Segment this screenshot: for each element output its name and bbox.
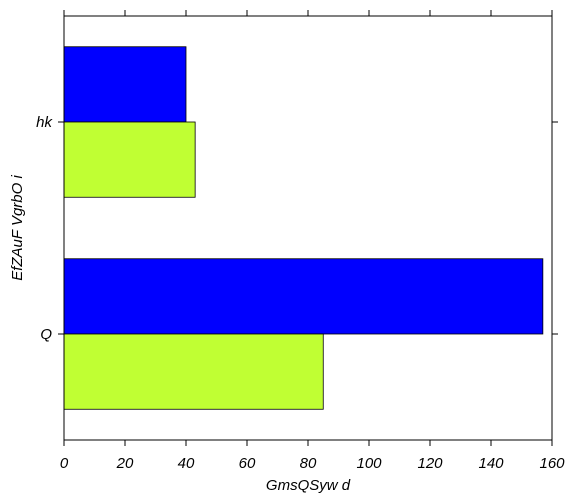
bar-hk-series-2 bbox=[63, 121, 196, 198]
bars-layer bbox=[63, 46, 544, 410]
x-tick-label: 100 bbox=[356, 455, 382, 472]
bar-Q-series-1 bbox=[63, 258, 544, 335]
y-tick-label: hk bbox=[36, 114, 53, 131]
bar-hk-series-1 bbox=[63, 46, 187, 123]
x-tick-label: 160 bbox=[539, 455, 565, 472]
y-axis-label: EfZAuF VgrbO i bbox=[9, 175, 26, 281]
x-tick-label: 0 bbox=[60, 455, 69, 472]
bar-Q-series-2 bbox=[63, 333, 324, 410]
y-tick-label: Q bbox=[40, 326, 52, 343]
x-tick-label: 140 bbox=[478, 455, 504, 472]
x-tick-label: 40 bbox=[178, 455, 195, 472]
x-tick-label: 20 bbox=[116, 455, 134, 472]
x-tick-label: 120 bbox=[417, 455, 443, 472]
x-tick-label: 80 bbox=[300, 455, 317, 472]
ticks-layer: hk Q 0 20 40 60 80 100 120 140 160 bbox=[36, 10, 565, 472]
x-tick-label: 60 bbox=[239, 455, 256, 472]
x-axis-label: GmsQSyw d bbox=[266, 477, 351, 494]
